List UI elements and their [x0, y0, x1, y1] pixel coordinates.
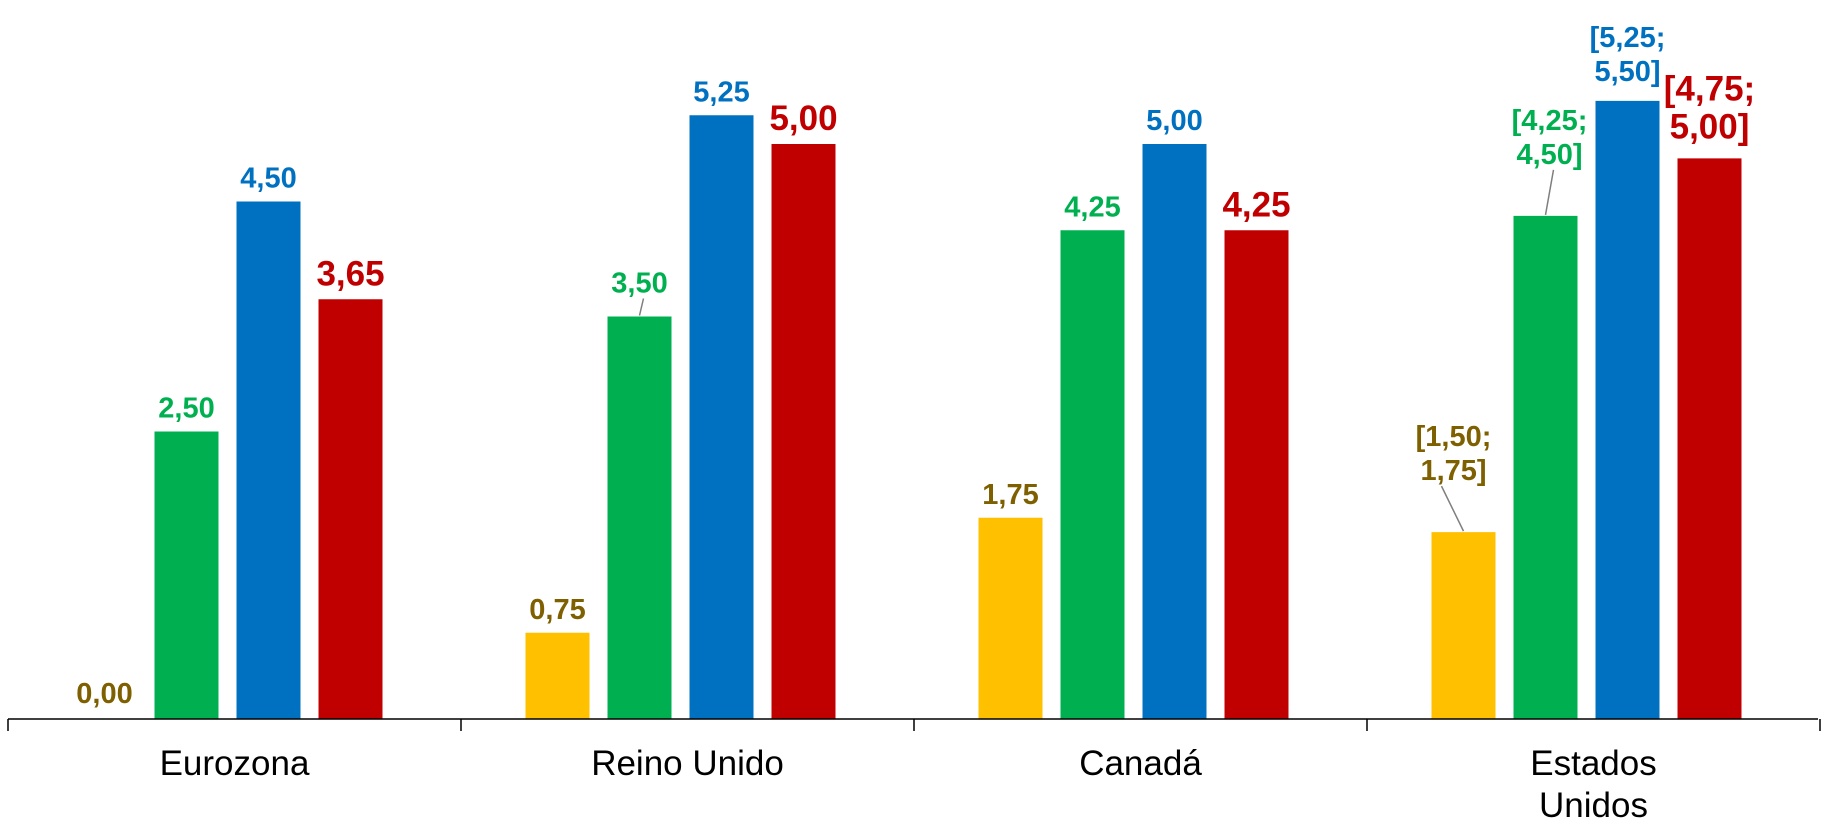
bar-s4-3: [1677, 158, 1742, 719]
bar-s4-0: [318, 299, 383, 719]
data-label-s4-3: [4,75; 5,00]: [1664, 69, 1755, 146]
category-labels-layer: Eurozona Reino Unido Canadá Estados Unidos: [160, 744, 1657, 822]
bar-s2-0: [154, 431, 219, 719]
data-label-s2-3: [4,25; 4,50]: [1512, 105, 1588, 171]
data-label-s1-2: 1,75: [982, 479, 1038, 511]
leader-lines-layer: [638, 169, 1555, 532]
data-label-s1-1: 0,75: [529, 594, 585, 626]
bar-s1-2: [978, 517, 1043, 719]
data-label-s3-0: 4,50: [240, 163, 296, 195]
data-label-s3-3: [5,25; 5,50]: [1590, 22, 1666, 88]
bar-s2-1: [607, 316, 672, 719]
category-label-0: Eurozona: [160, 744, 310, 783]
x-axis: [7, 718, 1821, 731]
leader-line-s2-3: [1544, 169, 1555, 216]
category-label-2: Canadá: [1079, 744, 1202, 783]
leader-line-s1-3: [1440, 485, 1465, 532]
bars-layer: [154, 100, 1742, 719]
data-label-s2-0: 2,50: [158, 393, 214, 425]
data-label-s2-2: 4,25: [1064, 191, 1120, 223]
bar-s4-1: [771, 144, 836, 719]
category-label-1: Reino Unido: [591, 744, 784, 783]
data-label-s4-2: 4,25: [1222, 185, 1290, 224]
bar-s3-3: [1595, 100, 1660, 719]
bar-s1-1: [525, 632, 590, 719]
bar-s2-2: [1060, 230, 1125, 719]
leader-line-s2-1: [638, 298, 645, 316]
bar-s2-3: [1513, 215, 1578, 719]
data-label-s2-1: 3,50: [611, 268, 667, 300]
bar-s4-2: [1224, 230, 1289, 719]
bar-s3-2: [1142, 144, 1207, 719]
bar-s3-1: [689, 115, 754, 719]
data-label-s4-0: 3,65: [316, 254, 384, 293]
data-label-s3-1: 5,25: [693, 76, 749, 108]
category-label-3: Estados Unidos: [1530, 744, 1656, 822]
data-label-s1-3: [1,50; 1,75]: [1416, 421, 1492, 487]
data-label-s1-0: 0,00: [76, 678, 132, 710]
data-label-s4-1: 5,00: [769, 99, 837, 138]
bar-s1-3: [1431, 532, 1496, 719]
data-label-s3-2: 5,00: [1146, 105, 1202, 137]
data-labels-layer: 0,00 2,50 4,50 3,65 0,75 3,50 5,25 5,00 1,75 4,25…: [76, 22, 1755, 710]
bar-s3-0: [236, 201, 301, 719]
